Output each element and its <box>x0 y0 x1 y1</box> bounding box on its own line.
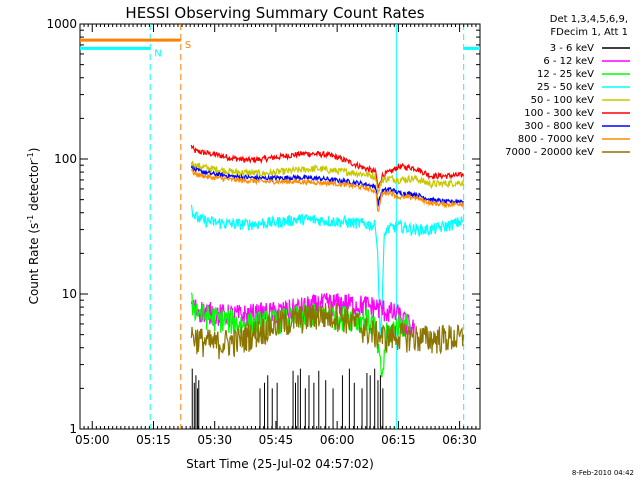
series-line-50-100-kev <box>190 160 464 196</box>
legend-entry-label: 300 - 800 keV <box>524 121 594 132</box>
y-axis-title: Count Rate (s-1 detector-1) <box>26 148 41 305</box>
chart-title: HESSI Observing Summary Count Rates <box>125 4 424 22</box>
x-tick-label: 05:15 <box>136 433 171 447</box>
y-tick-label: 100 <box>54 152 77 166</box>
flag-label-n: N <box>154 48 161 59</box>
date-stamp: 8-Feb-2010 04:42 <box>572 469 634 477</box>
flag-bars: NS <box>80 38 480 59</box>
legend-header-line: Det 1,3,4,5,6,9, <box>550 14 628 25</box>
y-tick-label: 10 <box>62 287 77 301</box>
y-axis-title-part: ) <box>27 148 41 153</box>
legend-entry-label: 100 - 300 keV <box>524 108 594 119</box>
series-line-25-50-kev <box>190 204 464 337</box>
legend-header-line: FDecim 1, Att 1 <box>550 27 628 38</box>
y-axis-title-part: detector <box>27 160 41 215</box>
series-line-800-7000-kev <box>190 168 464 212</box>
legend: Det 1,3,4,5,6,9, FDecim 1, Att 1 3 - 6 k… <box>505 14 630 158</box>
legend-entry-label: 800 - 7000 keV <box>518 134 594 145</box>
x-tick-label: 05:30 <box>197 433 232 447</box>
legend-entry-label: 12 - 25 keV <box>537 69 594 80</box>
legend-entry-label: 7000 - 20000 keV <box>505 147 594 158</box>
series-line-100-300-kev <box>190 144 464 189</box>
x-axis-title: Start Time (25-Jul-02 04:57:02) <box>186 457 374 471</box>
x-tick-label: 05:45 <box>259 433 294 447</box>
x-tick-label: 05:00 <box>75 433 110 447</box>
y-axis-title-part: Count Rate (s <box>27 223 41 305</box>
y-axis-title-exponent: -1 <box>26 215 35 223</box>
series-line-7000-20000-kev <box>190 302 464 360</box>
x-tick-label: 06:00 <box>320 433 355 447</box>
legend-entry-label: 25 - 50 keV <box>537 82 594 93</box>
x-tick-label: 06:15 <box>381 433 416 447</box>
flag-label-s: S <box>185 40 191 51</box>
legend-entry-label: 6 - 12 keV <box>543 56 594 67</box>
y-tick-label: 1000 <box>46 17 77 31</box>
y-tick-label: 1 <box>69 422 77 436</box>
legend-entry-label: 50 - 100 keV <box>531 95 595 106</box>
legend-entries: 3 - 6 keV 6 - 12 keV 12 - 25 keV 25 - 50 ke… <box>505 43 630 158</box>
y-axis-title-exponent: -1 <box>26 152 35 160</box>
x-tick-label: 06:30 <box>442 433 477 447</box>
y-axis: 1 10 100 1000 <box>46 17 480 436</box>
plot-area: NS 05:00 05:15 05:30 05:45 06:00 06:15 06:30 1… <box>46 17 481 447</box>
legend-entry-label: 3 - 6 keV <box>550 43 594 54</box>
series-lines <box>190 144 464 429</box>
